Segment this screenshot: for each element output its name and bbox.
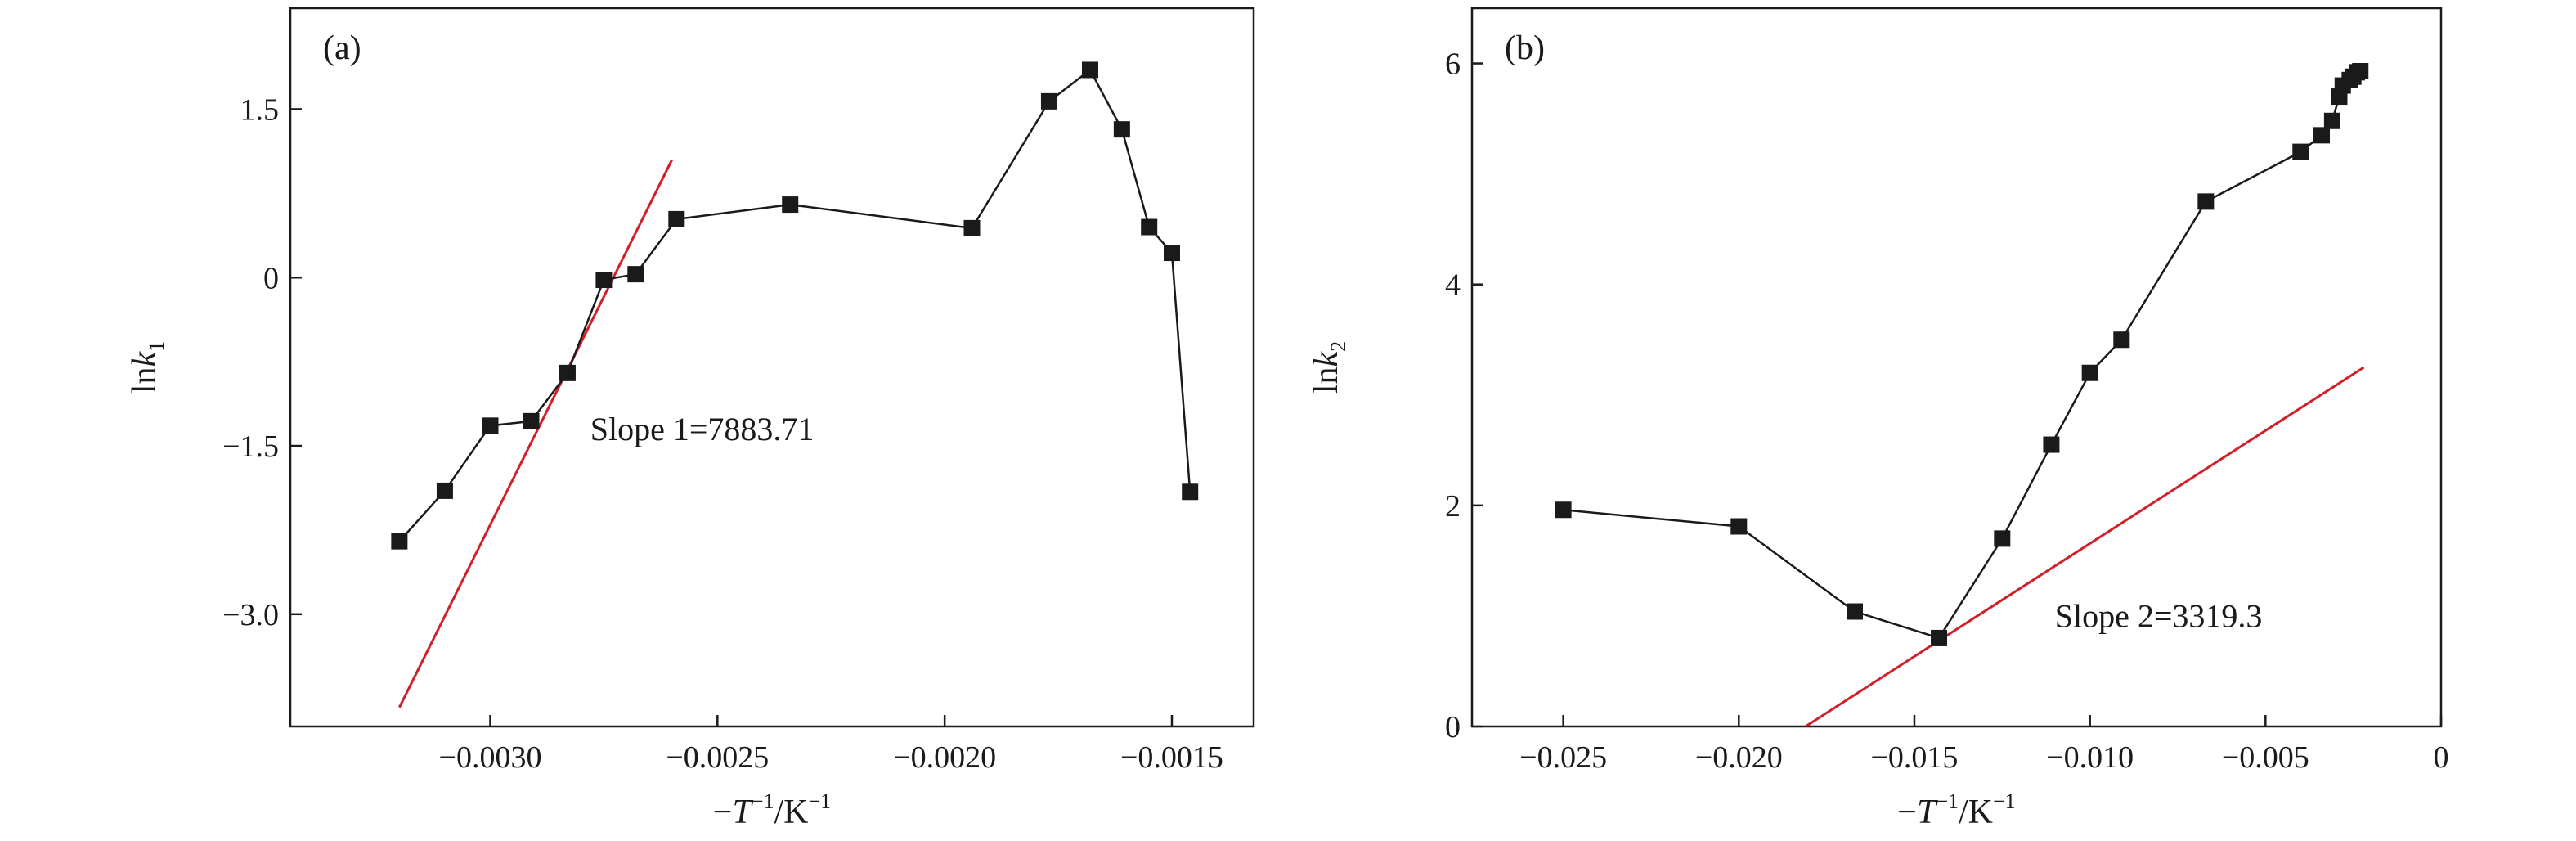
data-point-marker	[595, 271, 613, 288]
data-point-marker	[1163, 245, 1180, 262]
x-tick-label: −0.0015	[1120, 740, 1223, 775]
data-point-marker	[627, 266, 644, 283]
series-line	[398, 68, 1192, 542]
fit-line	[398, 159, 674, 708]
y-tick-label: 6	[1445, 47, 1461, 82]
x-tick-label: −0.005	[2222, 740, 2309, 775]
data-point-marker	[2197, 193, 2215, 210]
data-point-marker	[1081, 61, 1098, 79]
y-axis-label-sub: 2	[1326, 341, 1350, 352]
x-axis-label-sup: −1	[1936, 789, 1959, 813]
data-point-marker	[2292, 143, 2309, 160]
y-axis-label-var: k	[126, 350, 164, 367]
y-axis-label-base: ln	[126, 367, 164, 394]
chart-panel-b: −0.025 −0.020 −0.015 −0.010 −0.005 06420−T−1/…	[1308, 7, 2449, 831]
x-tick-label: 0	[2434, 740, 2449, 775]
x-axis-label: −T−1/K−1	[713, 789, 831, 831]
x-tick-label: −0.0025	[666, 740, 769, 775]
panel-label: (b)	[1505, 29, 1545, 67]
data-point-marker	[963, 219, 981, 236]
series-line	[1563, 70, 2361, 640]
plot-frame	[1470, 7, 2443, 728]
x-axis-label-prefix: −	[713, 794, 733, 831]
y-tick-label: 1.5	[240, 92, 280, 127]
y-axis-label-sub: 1	[145, 341, 168, 352]
slope-annotation: Slope 2=3319.3	[2055, 597, 2263, 634]
x-tick-label: −0.025	[1519, 740, 1607, 775]
x-tick-label: −0.020	[1695, 740, 1783, 775]
x-axis-label-unit: /K	[774, 794, 809, 831]
y-tick-label: −1.5	[222, 429, 279, 464]
data-point-marker	[2323, 112, 2340, 129]
data-point-marker	[1113, 121, 1130, 138]
x-tick-label: −0.010	[2046, 740, 2134, 775]
x-axis-label: −T−1/K−1	[1897, 789, 2015, 831]
data-point-marker	[1555, 501, 1572, 519]
x-tick-label: −0.0030	[439, 740, 542, 775]
x-axis-label-unit: /K	[1959, 794, 1993, 831]
panel-label: (a)	[323, 29, 361, 67]
data-point-marker	[523, 412, 540, 429]
y-tick-label: 0	[1445, 710, 1461, 744]
data-point-marker	[668, 210, 685, 227]
data-point-marker	[482, 417, 499, 434]
y-tick-label: 2	[1445, 489, 1461, 524]
plot-frame	[289, 7, 1255, 728]
data-point-marker	[1040, 92, 1057, 110]
data-point-marker	[1994, 530, 2011, 547]
y-tick-label: −3.0	[222, 598, 279, 632]
data-point-marker	[2081, 364, 2098, 381]
x-axis-label-var: T	[1917, 794, 1938, 831]
fit-line	[1805, 366, 2365, 728]
x-axis-label-sup: −1	[809, 789, 832, 813]
data-point-marker	[2313, 127, 2331, 144]
x-axis-label-prefix: −	[1897, 794, 1917, 831]
chart-panel-a: −0.0030 −0.0025 −0.0020 −0.0015 1.5 0 −1.5 −3.0…	[126, 7, 1255, 831]
data-point-marker	[1730, 518, 1748, 535]
y-tick-label: 4	[1445, 268, 1461, 303]
data-point-marker	[436, 482, 453, 499]
data-point-marker	[1931, 629, 1948, 646]
data-point-marker	[2352, 62, 2369, 79]
data-point-marker	[559, 364, 576, 381]
y-tick-label: 0	[263, 261, 279, 295]
data-point-marker	[1182, 483, 1199, 501]
y-axis-label: lnk2	[1308, 341, 1350, 394]
x-tick-label: −0.015	[1871, 740, 1959, 775]
data-point-marker	[1846, 603, 1863, 620]
data-point-marker	[391, 533, 408, 550]
x-tick-label: −0.0020	[893, 740, 996, 775]
x-axis-label-var: T	[732, 794, 753, 831]
x-axis-label-sup: −1	[752, 789, 774, 813]
data-point-marker	[782, 196, 799, 214]
y-axis-label: lnk1	[126, 341, 168, 394]
data-point-marker	[2043, 436, 2060, 453]
y-axis-label-base: ln	[1308, 367, 1345, 394]
x-axis-label-sup: −1	[1993, 789, 2016, 813]
data-point-marker	[2113, 331, 2130, 349]
y-axis-label-var: k	[1308, 350, 1345, 367]
slope-annotation: Slope 1=7883.71	[590, 411, 815, 447]
data-point-marker	[1141, 218, 1158, 236]
